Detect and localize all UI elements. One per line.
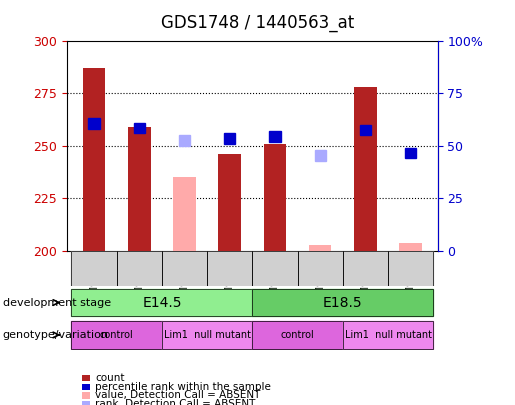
Text: E14.5: E14.5: [142, 296, 182, 310]
Bar: [405, 148, 416, 158]
Bar: [218, 154, 241, 251]
Bar: [72, 251, 117, 286]
Bar: [388, 251, 433, 286]
Bar: [179, 135, 190, 146]
Bar: [162, 322, 252, 349]
Text: count: count: [95, 373, 125, 383]
Bar: [264, 144, 286, 251]
Text: control: control: [100, 330, 133, 340]
Text: E18.5: E18.5: [323, 296, 363, 310]
Bar: [128, 127, 150, 251]
Bar: [252, 251, 298, 286]
Bar: [162, 251, 207, 286]
Bar: [252, 251, 298, 286]
Bar: [388, 251, 433, 286]
Bar: [72, 322, 162, 349]
Bar: [315, 150, 326, 160]
Bar: [207, 251, 252, 286]
Bar: [269, 131, 281, 142]
Bar: [162, 322, 252, 349]
Bar: [162, 251, 207, 286]
Bar: [298, 251, 343, 286]
Bar: [360, 125, 371, 135]
Text: value, Detection Call = ABSENT: value, Detection Call = ABSENT: [95, 390, 261, 401]
Bar: [72, 289, 252, 316]
Bar: [252, 289, 433, 316]
Bar: [343, 322, 433, 349]
Bar: [343, 251, 388, 286]
Text: control: control: [281, 330, 315, 340]
Bar: [89, 118, 100, 129]
Bar: [72, 251, 117, 286]
Bar: [117, 251, 162, 286]
Bar: [252, 289, 433, 316]
Text: Lim1  null mutant: Lim1 null mutant: [164, 330, 251, 340]
Bar: [399, 243, 422, 251]
Bar: [72, 289, 252, 316]
Bar: [83, 68, 106, 251]
Bar: [354, 87, 376, 251]
Text: Lim1  null mutant: Lim1 null mutant: [345, 330, 432, 340]
Bar: [298, 251, 343, 286]
Bar: [72, 322, 162, 349]
Bar: [309, 245, 332, 251]
Text: percentile rank within the sample: percentile rank within the sample: [95, 382, 271, 392]
Bar: [252, 322, 343, 349]
Bar: [117, 251, 162, 286]
Text: rank, Detection Call = ABSENT: rank, Detection Call = ABSENT: [95, 399, 255, 405]
Bar: [173, 177, 196, 251]
Bar: [252, 322, 343, 349]
Text: development stage: development stage: [3, 298, 111, 307]
Text: genotype/variation: genotype/variation: [3, 330, 109, 340]
Bar: [134, 123, 145, 133]
Bar: [207, 251, 252, 286]
Bar: [343, 251, 388, 286]
Text: GDS1748 / 1440563_at: GDS1748 / 1440563_at: [161, 14, 354, 32]
Bar: [343, 322, 433, 349]
Bar: [224, 133, 235, 144]
